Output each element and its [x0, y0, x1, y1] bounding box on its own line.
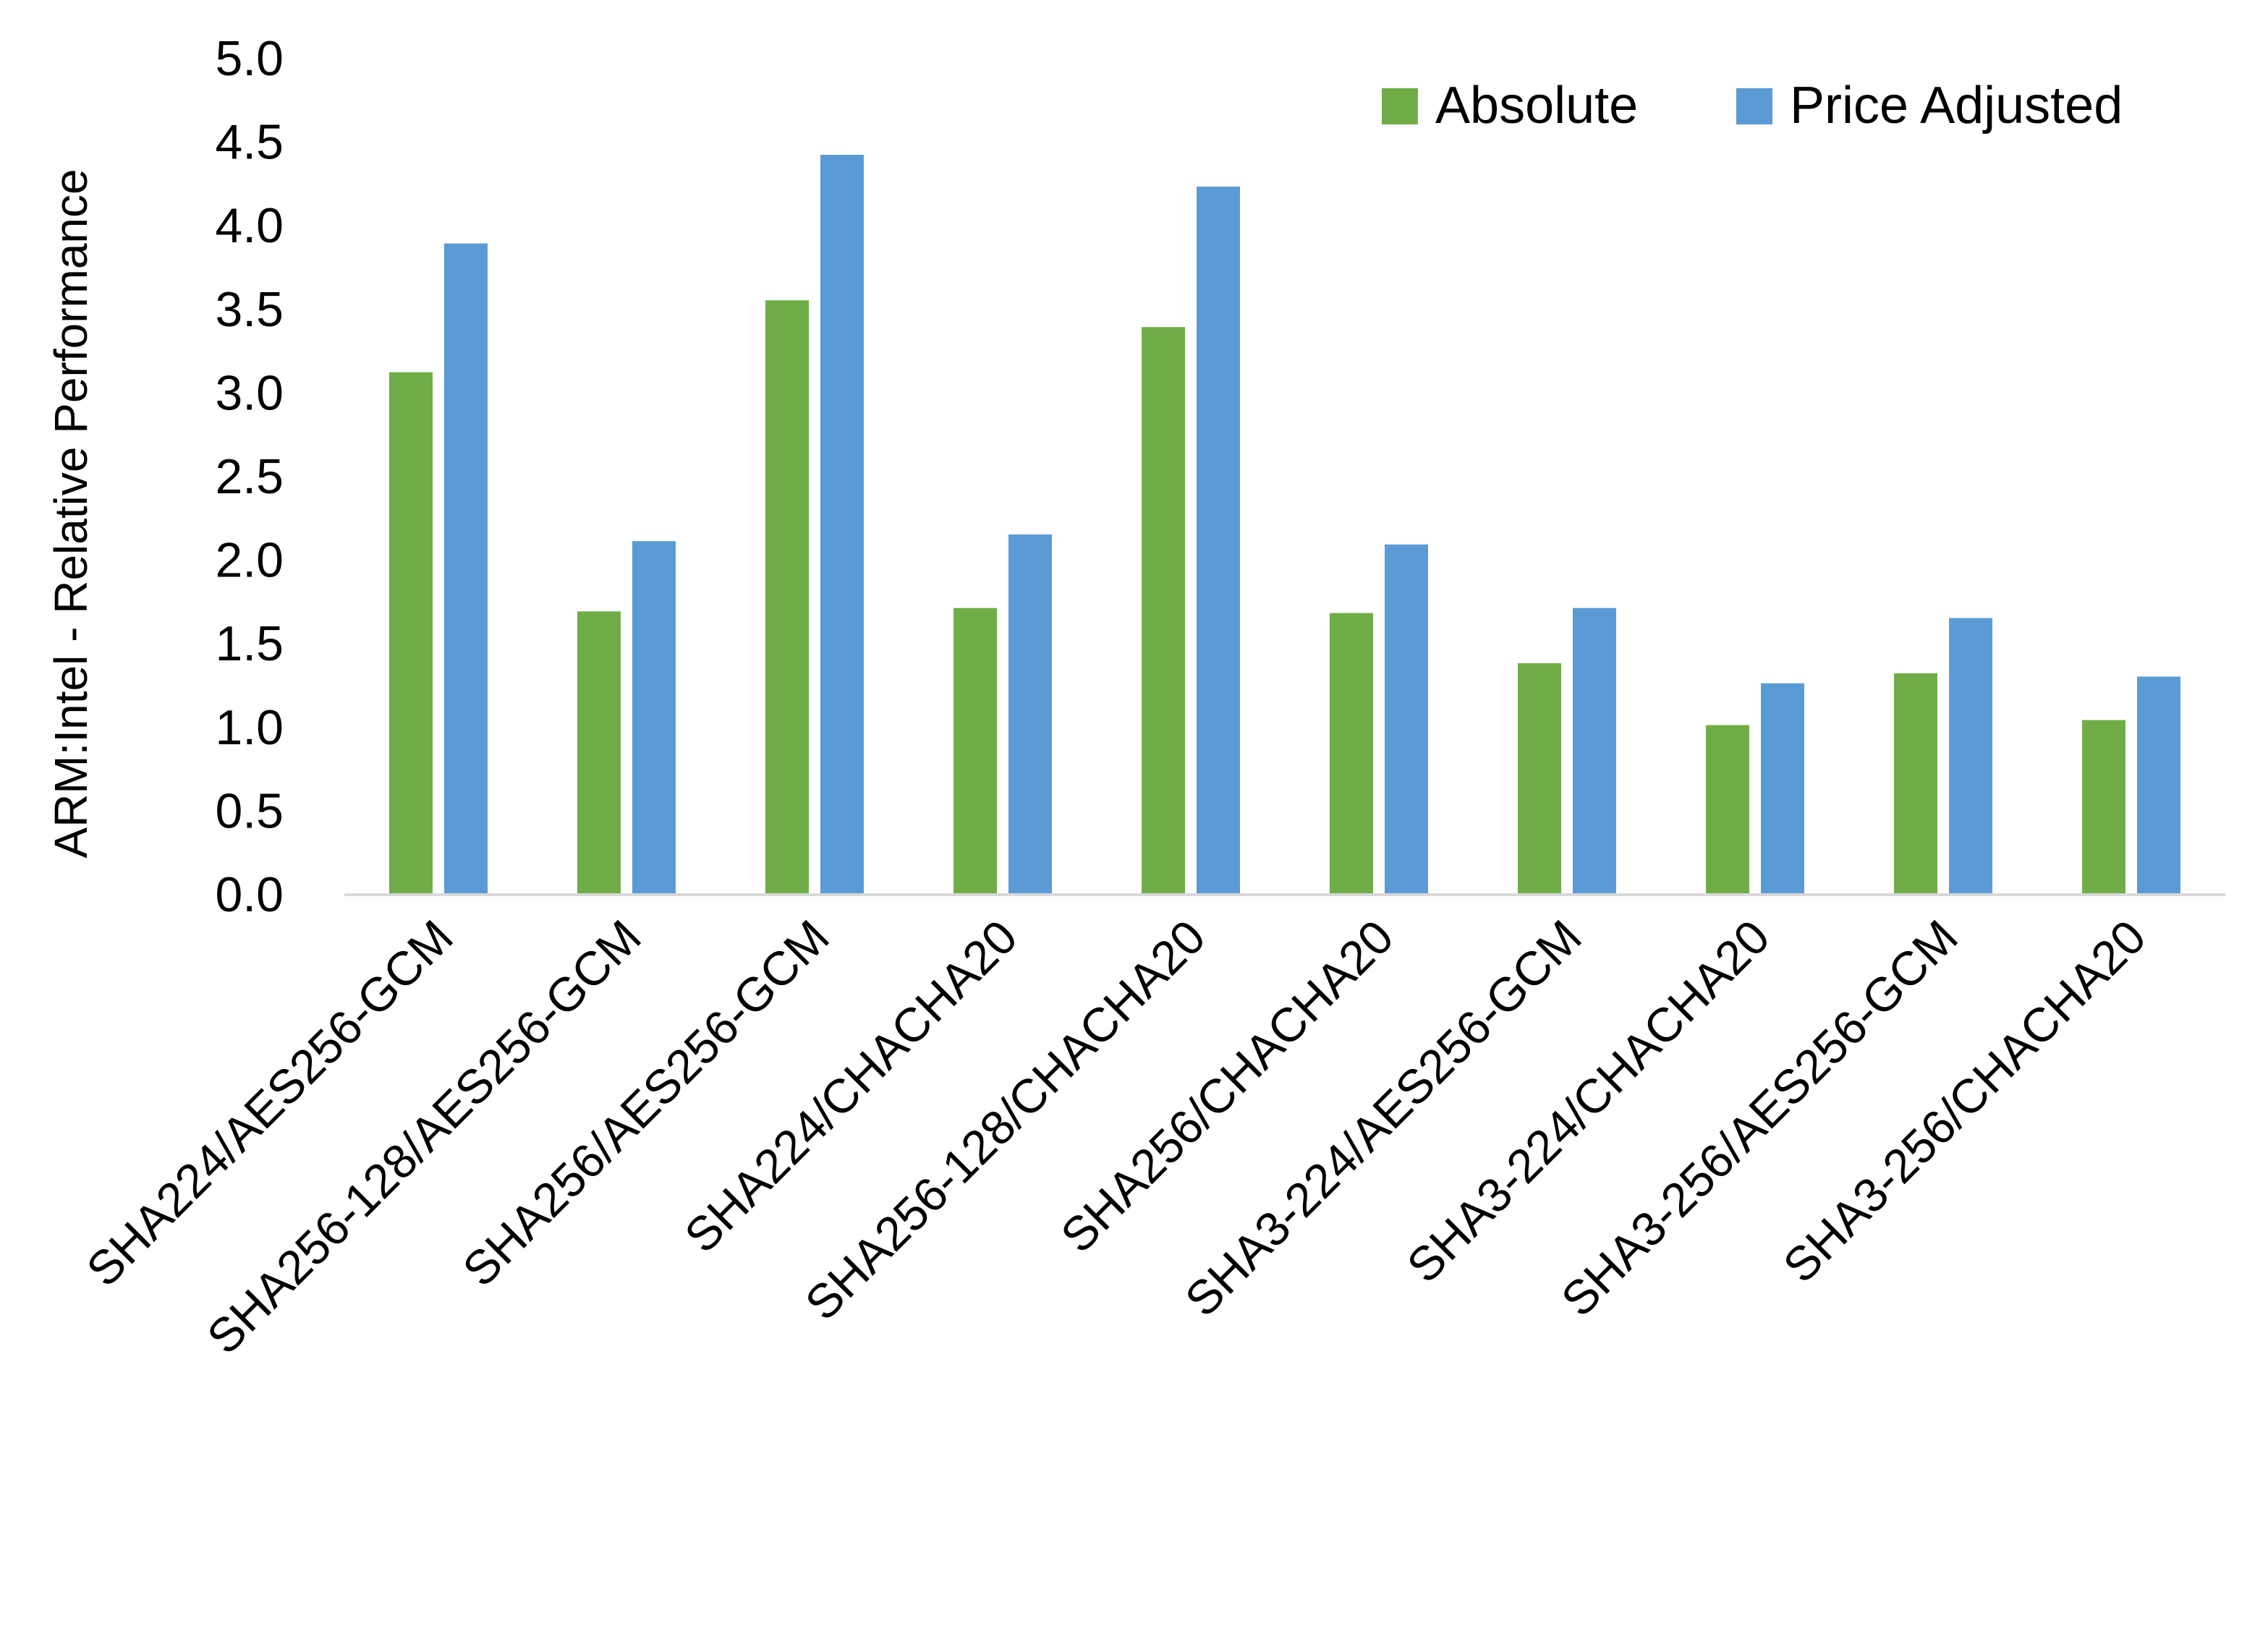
y-tick-label: 3.0 [215, 365, 284, 420]
x-tick-label: SHA256/AES256-GCM [452, 910, 839, 1297]
bar-price-adjusted [444, 243, 488, 895]
bar-price-adjusted [632, 541, 676, 894]
bar-absolute [1894, 673, 1937, 894]
bar-price-adjusted [1008, 534, 1052, 894]
bar-absolute [765, 300, 809, 894]
x-tick-label: SHA224/CHACHA20 [674, 910, 1027, 1263]
bar-absolute [2082, 720, 2125, 894]
y-tick-label: 0.5 [215, 783, 284, 838]
bar-absolute [1142, 327, 1185, 894]
bar-price-adjusted [1949, 618, 1992, 894]
legend-label: Absolute [1435, 77, 1638, 135]
bar-absolute [1330, 613, 1373, 894]
x-tick-label: SHA256/CHACHA20 [1050, 910, 1403, 1263]
y-tick-label: 5.0 [215, 31, 284, 86]
x-tick-label: SHA3-224/CHACHA20 [1396, 910, 1780, 1293]
legend-swatch [1736, 88, 1772, 124]
bar-absolute [1518, 663, 1561, 894]
legend: Absolute Price Adjusted [1382, 77, 2123, 135]
y-tick-label: 1.0 [215, 700, 284, 755]
x-tick-label: SHA3-256/AES256-GCM [1551, 910, 1968, 1326]
legend-swatch [1382, 88, 1418, 124]
x-tick-label: SHA3-256/CHACHA20 [1772, 910, 2156, 1293]
bar-absolute [954, 608, 997, 894]
bar-price-adjusted [1573, 608, 1616, 894]
x-tick-label: SHA224/AES256-GCM [76, 910, 463, 1297]
y-tick-label: 1.5 [215, 616, 284, 671]
bar-price-adjusted [1197, 187, 1240, 894]
y-tick-label: 2.0 [215, 533, 284, 588]
x-tick-label: SHA3-224/AES256-GCM [1175, 910, 1592, 1326]
bar-price-adjusted [1385, 544, 1428, 894]
y-tick-label: 3.5 [215, 282, 284, 337]
bar-price-adjusted [2137, 676, 2180, 894]
legend-label: Price Adjusted [1790, 77, 2123, 135]
bar-absolute [389, 372, 433, 894]
x-tick-label: SHA256-128/CHACHA20 [794, 910, 1215, 1331]
bar-absolute [577, 611, 621, 894]
y-axis-label: ARM:Intel - Relative Performance [45, 169, 97, 858]
bar-price-adjusted [820, 155, 864, 894]
y-tick-label: 2.5 [215, 449, 284, 504]
y-tick-label: 0.0 [215, 867, 284, 922]
bar-price-adjusted [1761, 683, 1804, 894]
y-tick-label: 4.0 [215, 198, 284, 253]
bar-absolute [1706, 725, 1749, 894]
y-tick-label: 4.5 [215, 115, 284, 170]
